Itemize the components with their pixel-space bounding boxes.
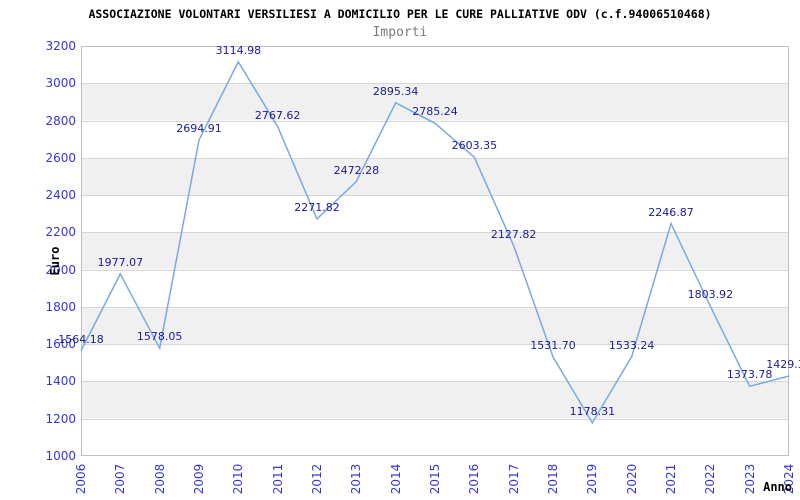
point-label-2023: 1373.78 — [726, 368, 773, 382]
y-tick-label: 2400 — [45, 188, 76, 203]
point-label-2008: 1578.05 — [136, 330, 183, 344]
x-tick-label-2017: 2017 — [506, 463, 521, 495]
x-tick-label-2009: 2009 — [192, 463, 206, 495]
point-label-2021: 2246.87 — [648, 205, 694, 219]
background-band — [81, 83, 789, 121]
point-label-2015: 2785.24 — [412, 105, 458, 119]
plot-border — [81, 46, 789, 456]
x-axis-title: Anno — [763, 480, 792, 494]
background-band — [81, 306, 789, 345]
background-band — [81, 232, 789, 270]
point-label-2012: 2271.82 — [294, 200, 340, 214]
point-label-2024: 1429.31 — [766, 357, 800, 371]
y-tick-label: 1600 — [45, 337, 76, 352]
x-tick-label-2022: 2022 — [703, 463, 718, 495]
chart-subtitle: Importi — [372, 25, 428, 40]
y-tick-label: 1200 — [45, 411, 76, 426]
point-label-2020: 1533.24 — [608, 338, 655, 352]
x-tick-label-2020: 2020 — [624, 463, 639, 495]
point-label-2016: 2603.35 — [451, 139, 498, 153]
data-line-importi — [80, 60, 790, 425]
y-tick-label: 1000 — [45, 449, 76, 463]
x-tick-label-2008: 2008 — [152, 463, 167, 495]
x-tick-label-2019: 2019 — [585, 463, 600, 495]
y-tick-label: 1800 — [45, 299, 76, 314]
x-tick-label-2016: 2016 — [467, 463, 482, 495]
x-tick-label-2007: 2007 — [113, 463, 128, 495]
point-label-2014: 2895.34 — [372, 84, 419, 98]
x-tick-label-2014: 2014 — [388, 463, 403, 495]
y-tick-label: 2000 — [45, 262, 76, 277]
y-tick-label: 3200 — [45, 39, 76, 53]
x-tick-label-2015: 2015 — [428, 463, 442, 495]
y-tick-label: 3000 — [45, 76, 76, 91]
background-band — [81, 381, 789, 419]
x-tick-label-2006: 2006 — [74, 463, 88, 495]
point-label-2007: 1977.07 — [97, 255, 144, 269]
chart-title: ASSOCIAZIONE VOLONTARI VERSILIESI A DOMI… — [88, 7, 712, 21]
point-label-2011: 2767.62 — [254, 108, 301, 122]
point-label-2019: 1178.31 — [569, 404, 616, 418]
y-tick-label: 2200 — [45, 225, 76, 240]
y-tick-label: 2600 — [45, 150, 76, 165]
background-band — [81, 157, 789, 196]
point-label-2018: 1531.70 — [530, 338, 576, 352]
x-tick-label-2011: 2011 — [270, 463, 285, 495]
x-tick-label-2021: 2021 — [664, 463, 678, 495]
y-tick-label: 2800 — [45, 113, 76, 128]
point-label-2006: 1564.18 — [58, 332, 104, 346]
point-label-2013: 2472.28 — [333, 163, 380, 177]
point-label-2017: 2127.82 — [490, 227, 537, 241]
point-label-2009: 2694.91 — [176, 122, 222, 136]
y-axis-title: Euro — [48, 246, 62, 276]
x-tick-label-2013: 2013 — [349, 463, 364, 495]
x-tick-label-2010: 2010 — [231, 463, 246, 495]
y-tick-label: 1400 — [45, 374, 76, 389]
point-label-2010: 3114.98 — [215, 43, 262, 57]
x-tick-label-2012: 2012 — [310, 463, 324, 495]
point-label-2022: 1803.92 — [687, 288, 734, 302]
x-tick-label-2018: 2018 — [546, 463, 560, 495]
